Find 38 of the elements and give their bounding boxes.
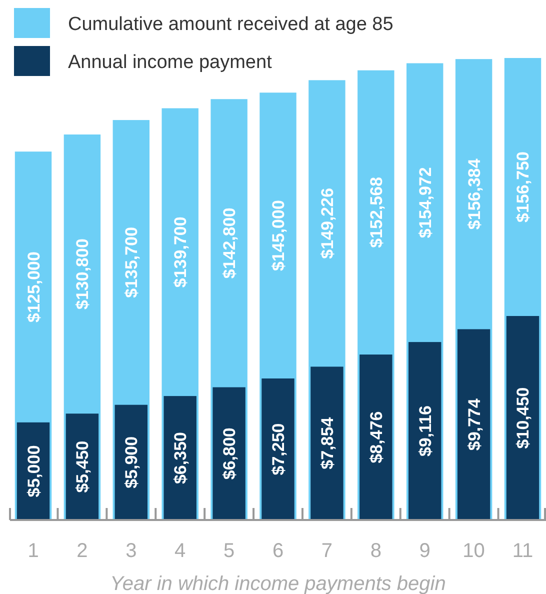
bar: [164, 396, 196, 520]
data-label: $6,350: [171, 432, 190, 484]
data-label: $7,854: [318, 416, 337, 470]
data-label: $5,900: [122, 436, 142, 488]
x-tick-label: 2: [76, 540, 88, 562]
data-label: $135,700: [122, 226, 142, 298]
x-tick-label: 4: [174, 540, 186, 562]
data-label: $154,972: [416, 167, 435, 238]
legend-label: Cumulative amount received at age 85: [68, 14, 394, 35]
data-label: $9,774: [464, 398, 484, 451]
x-tick-label: 7: [321, 540, 333, 562]
x-tick-label: 10: [462, 540, 485, 562]
data-label: $5,450: [73, 440, 92, 493]
data-label: $10,450: [514, 387, 533, 449]
data-label: $142,800: [220, 208, 240, 279]
data-label: $5,000: [24, 445, 44, 498]
data-label: $139,700: [171, 216, 190, 288]
x-tick-label: 8: [370, 540, 382, 562]
data-label: $6,800: [220, 428, 240, 480]
data-label: $9,116: [416, 405, 435, 457]
data-label: $152,568: [366, 176, 386, 248]
data-label: $125,000: [24, 252, 44, 322]
data-label: $8,476: [366, 411, 386, 464]
x-tick-label: 3: [126, 540, 137, 562]
data-label: $7,250: [269, 423, 288, 476]
bar: [212, 387, 246, 520]
x-tick-label: 1: [28, 540, 39, 562]
x-tick-label: 5: [223, 540, 235, 562]
data-label: $130,800: [73, 238, 92, 310]
data-label: $145,000: [269, 200, 288, 272]
legend-label: Annual income payment: [68, 52, 273, 73]
x-tick-label: 6: [272, 540, 284, 562]
data-label: $149,226: [318, 188, 337, 259]
x-tick-label: 11: [512, 540, 534, 562]
data-label: $156,750: [514, 152, 533, 222]
x-tick-label: 9: [419, 540, 430, 562]
x-axis-title: Year in which income payments begin: [110, 573, 446, 594]
data-label: $156,384: [464, 158, 484, 230]
